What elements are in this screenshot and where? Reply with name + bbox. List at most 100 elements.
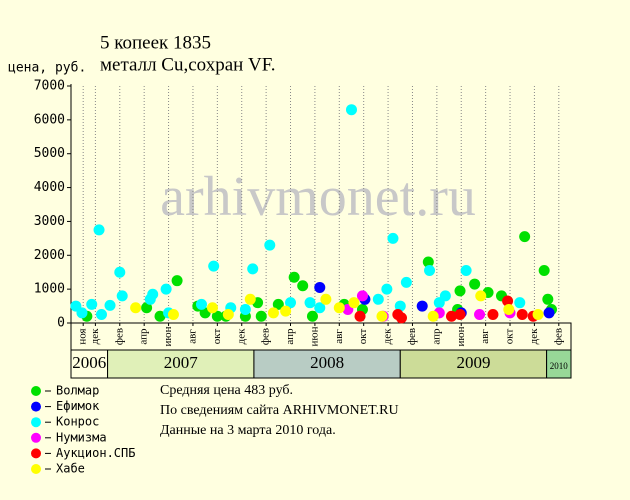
data-point	[272, 298, 284, 310]
data-point	[288, 271, 300, 283]
data-point	[160, 283, 172, 295]
watermark: arhivmonet.ru	[160, 166, 476, 228]
year-band	[107, 349, 255, 379]
data-point	[487, 309, 499, 321]
x-tick-label: окт	[504, 329, 516, 345]
year-label: 2007	[164, 353, 199, 372]
note: Данные на 3 марта 2010 года.	[160, 423, 336, 438]
data-point	[460, 265, 472, 277]
x-tick-label: авг	[479, 329, 491, 344]
data-point	[348, 297, 360, 309]
year-band	[70, 349, 109, 379]
x-tick-label: апр	[430, 328, 442, 345]
data-point	[116, 290, 128, 302]
x-tick-label: апр	[284, 328, 296, 345]
x-tick-label: фев	[552, 328, 564, 345]
data-point	[147, 288, 159, 300]
legend-marker	[31, 401, 41, 412]
chart-subtitle: металл Cu,сохран VF.	[100, 54, 276, 75]
y-tick-label: 7000	[34, 79, 65, 94]
x-tick-label: июн	[455, 326, 467, 346]
x-tick-label: дек	[235, 328, 247, 344]
data-point	[376, 310, 388, 322]
x-tick-label: авг	[186, 329, 198, 344]
data-point	[475, 290, 487, 302]
data-point	[514, 297, 526, 309]
data-point	[519, 231, 531, 243]
x-tick-label: июн	[308, 326, 320, 346]
data-point	[141, 302, 153, 314]
legend-label: Аукцион.СПБ	[56, 446, 135, 460]
data-point	[333, 302, 345, 314]
data-point	[304, 297, 316, 309]
data-point	[264, 239, 276, 251]
data-point	[372, 293, 384, 305]
legend-marker	[31, 464, 41, 474]
legend-marker	[31, 386, 41, 396]
data-point	[516, 309, 528, 321]
data-point	[86, 298, 98, 310]
data-point	[76, 307, 88, 319]
data-point	[114, 266, 126, 278]
data-point	[427, 310, 439, 322]
data-point	[538, 265, 550, 277]
data-point	[255, 310, 267, 322]
x-tick-label: ноя	[77, 328, 89, 344]
legend-label: Конрос	[56, 415, 99, 429]
data-point	[424, 265, 436, 277]
legend-label: Волмар	[56, 384, 99, 398]
data-point	[532, 309, 544, 321]
data-point	[543, 307, 555, 319]
data-point	[154, 310, 166, 322]
data-point	[503, 303, 515, 315]
data-point	[222, 309, 234, 321]
data-point	[395, 312, 407, 324]
y-tick-label: 4000	[34, 180, 65, 195]
data-point	[297, 280, 309, 292]
legend-marker	[31, 417, 41, 428]
y-tick-label: 1000	[34, 282, 65, 297]
data-point	[454, 309, 466, 321]
data-point	[454, 285, 466, 297]
x-tick-label: апр	[138, 328, 150, 345]
y-tick-label: 3000	[34, 214, 65, 229]
data-point	[502, 295, 514, 307]
x-tick-label: фев	[260, 328, 272, 345]
data-point	[130, 302, 142, 314]
data-point	[208, 260, 220, 272]
legend-marker	[31, 432, 41, 443]
data-point	[320, 293, 332, 305]
y-tick-label: 6000	[34, 112, 65, 127]
chart-title: 5 копеек 1835	[100, 32, 211, 53]
data-point	[267, 307, 279, 319]
y-tick-label: 5000	[34, 146, 65, 161]
data-point	[247, 263, 259, 275]
x-tick-label: дек	[382, 328, 394, 344]
data-point	[95, 309, 107, 321]
data-point	[314, 302, 326, 314]
data-point	[171, 275, 183, 287]
data-point	[439, 290, 451, 302]
data-point	[400, 276, 412, 288]
data-point	[387, 232, 399, 244]
data-point	[206, 302, 218, 314]
note: По сведениям сайта ARHIVMONET.RU	[160, 403, 399, 418]
x-tick-label: окт	[357, 329, 369, 345]
data-point	[195, 298, 207, 310]
year-label: 2008	[310, 353, 344, 372]
data-point	[345, 104, 357, 116]
data-point	[104, 299, 116, 311]
x-tick-label: дек	[528, 328, 540, 344]
x-tick-label: фев	[113, 328, 125, 345]
data-point	[93, 224, 105, 236]
data-point	[394, 300, 406, 312]
data-point	[422, 256, 434, 268]
data-point	[474, 309, 486, 321]
legend-label: Хабе	[56, 462, 85, 476]
data-point	[416, 300, 428, 312]
data-point	[306, 310, 318, 322]
y-tick-label: 0	[57, 316, 65, 331]
x-tick-label: дек	[89, 328, 101, 344]
data-point	[356, 290, 368, 302]
